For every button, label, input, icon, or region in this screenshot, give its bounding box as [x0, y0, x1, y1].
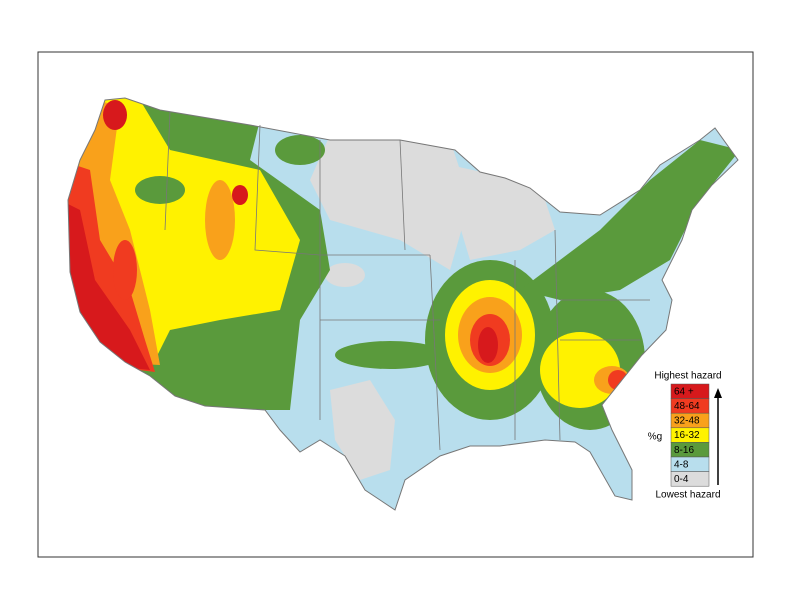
legend-bottom-label: Lowest hazard: [655, 490, 720, 501]
legend: Highest hazard Lowest hazard %g 64 + 48-6…: [648, 371, 722, 501]
legend-unit: %g: [648, 432, 662, 443]
arrow-head: [714, 388, 722, 398]
legend-top-label: Highest hazard: [654, 371, 721, 382]
legend-label: 64 +: [674, 386, 694, 397]
legend-swatch: [670, 471, 710, 487]
legend-label: 4-8: [674, 459, 689, 470]
legend-label: 16-32: [674, 430, 700, 441]
state-lines: [67, 97, 739, 511]
legend-label: 48-64: [674, 401, 700, 412]
legend-label: 32-48: [674, 416, 700, 427]
legend-label: 0-4: [674, 474, 689, 485]
legend-label: 8-16: [674, 445, 694, 456]
